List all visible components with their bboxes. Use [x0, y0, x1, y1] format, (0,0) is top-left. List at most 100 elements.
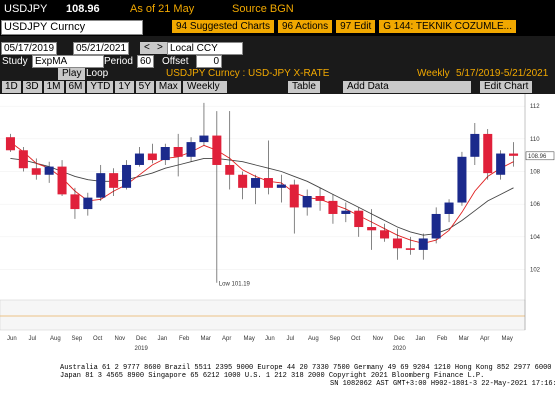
x-tick-label: Apr	[222, 336, 231, 342]
oscillator-panel	[0, 299, 526, 331]
period-select[interactable]: Weekly	[183, 81, 227, 93]
candle-body	[263, 178, 273, 188]
candle-body	[457, 156, 467, 203]
range-button[interactable]: YTD	[87, 81, 114, 93]
candle-body	[5, 137, 15, 151]
prev[interactable]: <	[140, 42, 154, 54]
candle-body	[302, 196, 312, 208]
controls: 05/17/2019 05/21/2021 < > Local CCY Stud…	[0, 36, 555, 94]
range-buttons: 1D 3D 1M 6M YTD 1Y 5Y Max	[2, 81, 183, 93]
loop[interactable]: Loop	[86, 68, 109, 79]
next[interactable]: >	[153, 42, 167, 54]
x-tick-label: Oct	[93, 336, 103, 342]
footer-line: SN 1082062 AST GMT+3:00 H902-1801-3 22-M…	[330, 380, 555, 388]
frequency: Weekly	[417, 68, 450, 79]
candle-body	[483, 133, 493, 174]
year-label: 2019	[135, 346, 149, 352]
x-tick-label: Aug	[50, 336, 61, 342]
candle-body	[44, 166, 54, 175]
x-tick-label: Jul	[29, 336, 37, 342]
x-tick-label: Nov	[115, 336, 126, 342]
x-tick-label: Sep	[72, 336, 83, 342]
currency[interactable]: Local CCY	[167, 42, 243, 55]
security-input[interactable]: USDJPY Curncy	[1, 20, 143, 35]
period[interactable]: 60	[137, 55, 155, 68]
candle-body	[18, 150, 28, 169]
range-button[interactable]: Max	[155, 81, 181, 93]
footer: Australia 61 2 9777 8600 Brazil 5511 239…	[0, 362, 555, 400]
x-tick-label: Jan	[416, 336, 426, 342]
candle-body	[276, 184, 286, 188]
candle-body	[431, 213, 441, 239]
study[interactable]: ExpMA	[32, 55, 104, 68]
ma-slow	[10, 157, 514, 236]
range-button[interactable]: 1Y	[115, 81, 134, 93]
candle-body	[367, 227, 377, 231]
toolbar-button[interactable]: 96 Actions	[277, 20, 333, 33]
toolbar: 94 Suggested Charts 96 Actions 97 Edit G 14…	[172, 20, 520, 34]
annotation: Low 101.19	[219, 282, 251, 288]
x-tick-label: Mar	[459, 336, 469, 342]
candle-body	[122, 164, 132, 188]
candle-body	[160, 147, 170, 161]
range-button[interactable]: 1M	[43, 81, 64, 93]
candle-body	[405, 248, 415, 250]
footer-line: Australia 61 2 9777 8600 Brazil 5511 239…	[60, 364, 552, 372]
price-tag	[525, 151, 555, 161]
candle-body	[199, 135, 209, 143]
candle-body	[509, 153, 519, 156]
y-tick-label: 108	[530, 170, 541, 176]
x-tick-label: Sep	[330, 336, 341, 342]
candle-body	[392, 238, 402, 249]
ma-fast	[10, 141, 514, 244]
x-tick-label: Jun	[7, 336, 17, 342]
y-tick-label: 106	[530, 202, 541, 208]
start-date[interactable]: 05/17/2019	[1, 42, 58, 55]
range-button[interactable]: 3D	[22, 81, 42, 93]
x-tick-label: Oct	[351, 336, 361, 342]
last-price: 108.96	[66, 3, 100, 15]
offset[interactable]: 0	[196, 55, 222, 68]
add-data[interactable]: Add Data	[343, 81, 471, 93]
x-tick-label: Feb	[179, 336, 190, 342]
candle-body	[341, 210, 351, 214]
toolbar-button[interactable]: G 144: TEKNIK COZUMLE...	[379, 20, 516, 33]
candle-body	[186, 142, 196, 157]
candle-body	[354, 210, 364, 228]
candle-body	[470, 133, 480, 157]
candle-body	[315, 196, 325, 201]
candle-body	[496, 153, 506, 175]
ticker: USDJPY	[4, 3, 48, 15]
x-tick-label: Feb	[437, 336, 448, 342]
x-tick-label: Jan	[158, 336, 168, 342]
range-button[interactable]: 5Y	[135, 81, 154, 93]
x-tick-label: Dec	[136, 336, 147, 342]
x-tick-label: Jul	[287, 336, 295, 342]
end-date[interactable]: 05/21/2021	[73, 42, 130, 55]
x-tick-label: May	[244, 336, 255, 342]
period-label: Period	[104, 56, 133, 67]
range-button[interactable]: 6M	[65, 81, 86, 93]
toolbar-button[interactable]: 97 Edit	[336, 20, 376, 33]
table[interactable]: Table	[288, 81, 320, 93]
x-tick-label: Nov	[373, 336, 384, 342]
edit-chart[interactable]: Edit Chart	[480, 81, 533, 93]
play[interactable]: Play	[58, 68, 86, 80]
x-tick-label: Dec	[394, 336, 405, 342]
toolbar-button[interactable]: 94 Suggested Charts	[172, 20, 274, 33]
chart: 102 104 106 108 110 112 Low 101.19 108.96 Jun Jul…	[0, 94, 555, 362]
x-tick-label: May	[502, 336, 513, 342]
range-button[interactable]: 1D	[2, 81, 21, 93]
y-tick-label: 102	[530, 268, 541, 274]
candle-body	[147, 153, 157, 161]
x-tick-label: Jun	[265, 336, 275, 342]
candle-body	[289, 184, 299, 208]
price-tag-label: 108.96	[528, 154, 547, 160]
candle-body	[57, 166, 67, 195]
y-tick-label: 110	[530, 137, 540, 143]
description: USDJPY Curncy : USD-JPY X-RATE	[166, 68, 330, 79]
study-label: Study	[2, 56, 28, 67]
x-tick-label: Apr	[480, 336, 489, 342]
candle-body	[238, 174, 248, 188]
